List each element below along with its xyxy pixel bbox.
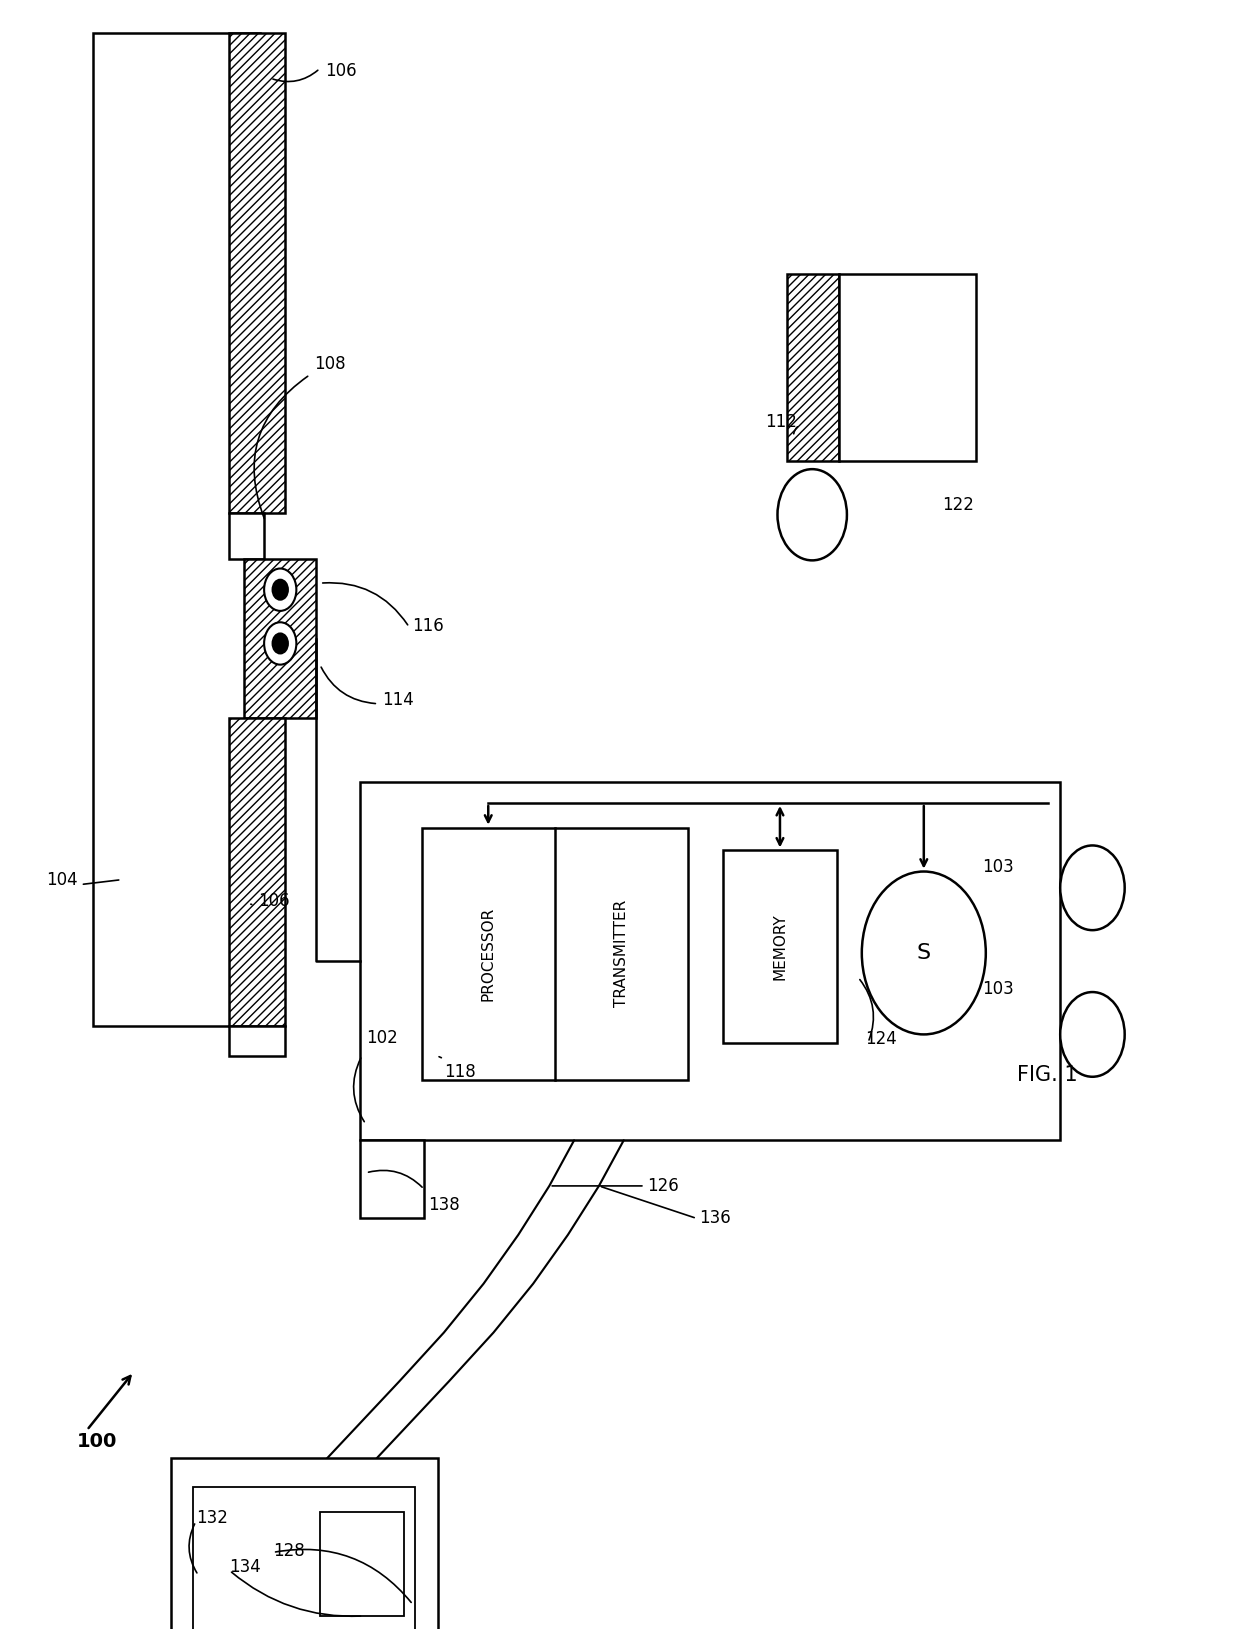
- Bar: [839, 274, 976, 461]
- Text: S: S: [916, 943, 931, 963]
- Circle shape: [1060, 845, 1125, 930]
- Bar: [229, 1026, 285, 1056]
- Circle shape: [264, 622, 296, 665]
- Bar: [244, 559, 316, 718]
- Bar: [787, 274, 839, 461]
- Text: 132: 132: [196, 1508, 228, 1528]
- Text: 112: 112: [765, 412, 797, 432]
- Circle shape: [273, 580, 288, 599]
- Text: FIG. 1: FIG. 1: [1017, 1065, 1078, 1085]
- Circle shape: [862, 872, 986, 1034]
- Bar: [723, 850, 837, 1043]
- Text: 128: 128: [273, 1541, 305, 1561]
- Bar: [422, 828, 688, 1080]
- Text: 106: 106: [258, 891, 290, 911]
- Bar: [360, 1140, 424, 1218]
- Text: 103: 103: [982, 979, 1014, 999]
- Text: 114: 114: [382, 691, 414, 710]
- Text: 124: 124: [866, 1030, 898, 1049]
- Bar: [93, 33, 260, 1026]
- Text: 102: 102: [366, 1028, 398, 1047]
- Bar: [229, 513, 264, 559]
- Text: 103: 103: [982, 857, 1014, 876]
- Bar: [193, 1487, 415, 1629]
- Text: 122: 122: [942, 495, 975, 515]
- Text: TRANSMITTER: TRANSMITTER: [614, 901, 629, 1007]
- Text: 116: 116: [412, 616, 444, 635]
- Bar: [229, 33, 285, 513]
- Circle shape: [264, 569, 296, 611]
- Text: 138: 138: [428, 1196, 460, 1215]
- Text: 118: 118: [444, 1062, 476, 1082]
- Text: 100: 100: [77, 1432, 118, 1451]
- Text: PROCESSOR: PROCESSOR: [481, 907, 496, 1000]
- Bar: [229, 718, 285, 1026]
- Bar: [320, 1512, 404, 1616]
- Text: 106: 106: [325, 62, 357, 80]
- Bar: [171, 1458, 438, 1629]
- Bar: [360, 782, 1060, 1140]
- Text: MEMORY: MEMORY: [773, 914, 787, 979]
- Circle shape: [777, 469, 847, 560]
- Text: 136: 136: [699, 1209, 732, 1228]
- Text: 108: 108: [314, 355, 346, 373]
- Text: 104: 104: [46, 870, 78, 889]
- Circle shape: [1060, 992, 1125, 1077]
- Circle shape: [273, 634, 288, 653]
- Text: 134: 134: [229, 1557, 262, 1577]
- Text: 126: 126: [647, 1176, 680, 1196]
